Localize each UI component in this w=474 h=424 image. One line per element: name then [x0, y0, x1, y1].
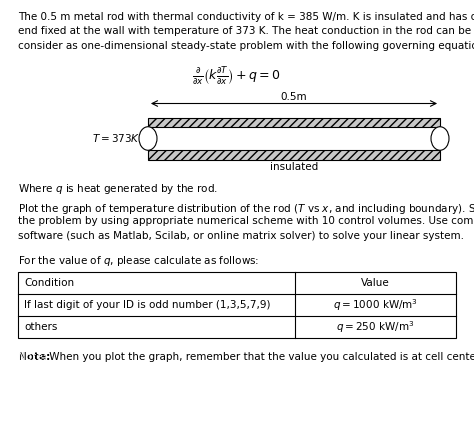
Text: $T = 373K$: $T = 373K$: [91, 132, 140, 145]
Text: $q = 250$ kW/m$^3$: $q = 250$ kW/m$^3$: [336, 319, 415, 335]
Text: Note: When you plot the graph, remember that the value you calculated is at cell: Note: When you plot the graph, remember …: [18, 352, 474, 362]
Text: Note:: Note:: [18, 352, 50, 362]
Bar: [18, 272, 456, 338]
Text: 0.5m: 0.5m: [281, 92, 307, 101]
Text: end fixed at the wall with temperature of 373 K. The heat conduction in the rod : end fixed at the wall with temperature o…: [18, 26, 471, 36]
Text: insulated: insulated: [270, 162, 318, 171]
Text: the problem by using appropriate numerical scheme with 10 control volumes. Use c: the problem by using appropriate numeric…: [18, 217, 474, 226]
Text: consider as one-dimensional steady-state problem with the following governing eq: consider as one-dimensional steady-state…: [18, 41, 474, 51]
Text: $q = 1000$ kW/m$^3$: $q = 1000$ kW/m$^3$: [333, 297, 418, 313]
Text: Where $q$ is heat generated by the rod.: Where $q$ is heat generated by the rod.: [18, 181, 218, 195]
Text: The 0.5 m metal rod with thermal conductivity of k = 385 W/m. K is insulated and: The 0.5 m metal rod with thermal conduct…: [18, 12, 474, 22]
Ellipse shape: [139, 127, 157, 150]
Text: Condition: Condition: [24, 278, 74, 288]
Text: $\frac{\partial}{\partial x}\left(k\frac{\partial T}{\partial x}\right) + q = 0$: $\frac{\partial}{\partial x}\left(k\frac…: [192, 65, 282, 87]
Text: Value: Value: [361, 278, 390, 288]
Text: Plot the graph of temperature distribution of the rod ($T$ vs $x$, and including: Plot the graph of temperature distributi…: [18, 202, 474, 216]
Text: software (such as Matlab, Scilab, or online matrix solver) to solve your linear : software (such as Matlab, Scilab, or onl…: [18, 231, 464, 241]
Text: When you plot the graph, remember that the value you calculated is at cell cente: When you plot the graph, remember that t…: [46, 352, 474, 362]
Text: If last digit of your ID is odd number (1,3,5,7,9): If last digit of your ID is odd number (…: [24, 300, 271, 310]
Bar: [148, 117, 440, 159]
Text: others: others: [24, 322, 57, 332]
Bar: [148, 127, 440, 150]
Text: For the value of $q$, please calculate as follows:: For the value of $q$, please calculate a…: [18, 254, 259, 268]
Ellipse shape: [431, 127, 449, 150]
